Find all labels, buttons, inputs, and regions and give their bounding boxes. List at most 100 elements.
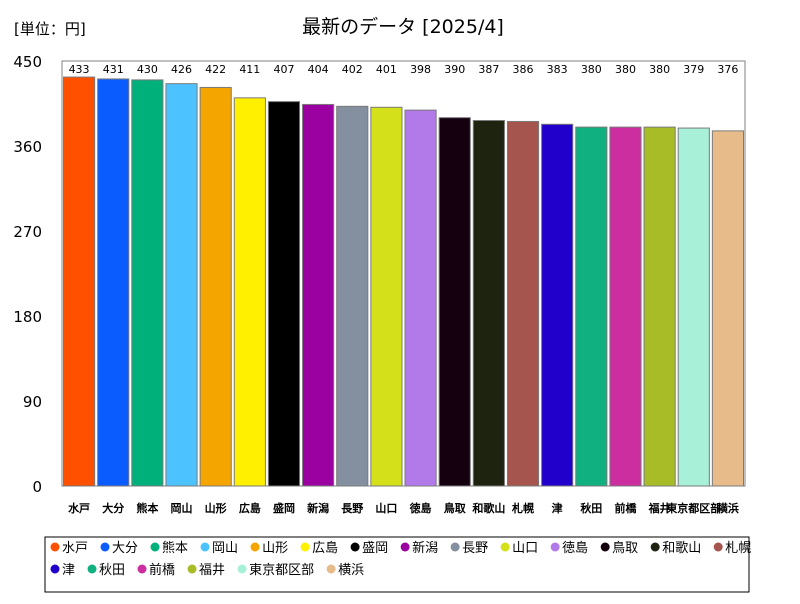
x-tick-label: 秋田 [580,501,602,515]
bar-value-label: 430 [137,63,158,76]
legend-box [44,536,750,593]
x-tick-label: 熊本 [136,501,158,515]
legend-item: 岡山 [200,541,238,556]
bar-value-label: 411 [239,63,260,76]
legend-swatch [450,542,460,552]
legend-item: 熊本 [150,540,188,556]
x-tick-label: 徳島 [409,501,432,515]
legend-label: 長野 [462,541,488,556]
legend-item: 広島 [300,541,338,556]
bar [541,123,574,487]
x-tick-label: 横浜 [717,501,739,515]
bar-value-label: 431 [103,63,124,76]
legend-swatch [87,564,97,574]
x-tick-label: 鳥取 [444,501,466,515]
bar-value-label: 422 [205,63,226,76]
legend-label: 秋田 [99,563,125,578]
legend-swatch [237,564,247,574]
legend-swatch [350,542,360,552]
legend-swatch [50,564,60,574]
bar-value-label: 379 [683,63,704,76]
x-tick-label: 盛岡 [273,501,295,515]
bar [575,126,608,487]
y-tick-label: 90 [23,393,42,411]
legend-item: 横浜 [326,563,364,578]
legend-item: 鳥取 [600,541,638,556]
legend-label: 札幌 [725,540,751,556]
x-tick-label: 新潟 [307,501,329,515]
x-tick-label: 長野 [341,502,363,515]
legend-swatch [150,542,160,552]
bar-value-label: 390 [444,63,465,76]
x-tick-label: 和歌山 [472,501,505,515]
legend-swatch [187,564,197,574]
legend-item: 徳島 [550,541,588,556]
y-axis: 0 90 180 270 360 450 [13,53,42,496]
legend-swatch [300,542,310,552]
legend-label: 水戸 [62,541,88,556]
bar [609,126,642,487]
y-tick-label: 180 [13,308,42,326]
legend-item: 和歌山 [650,541,701,556]
bar-value-label: 380 [581,63,602,76]
legend: 水戸 大分 熊本 岡山 山形 広島 盛岡 新潟 長野 山口 徳島 鳥取 和歌山 札幌津 秋田 前橋 福井 東京都区… [50,540,751,578]
bar [63,76,96,487]
x-tick-label: 山口 [375,501,397,515]
legend-item: 秋田 [87,563,125,578]
legend-swatch [550,542,560,552]
legend-item: 山口 [500,541,538,556]
legend-label: 山口 [512,541,538,556]
x-axis-labels: 水戸 大分 熊本 岡山 山形 広島 盛岡 新潟 長野 山口 徳島 鳥取 和歌山 札幌 津 秋田 前橋 福井東京都区… [68,501,739,515]
legend-item: 長野 [450,541,488,556]
x-tick-label: 津 [552,501,563,515]
x-tick-label: 山形 [205,501,227,515]
legend-item: 前橋 [137,562,175,578]
plot-frame [61,60,746,487]
legend-label: 新潟 [412,540,438,556]
legend-item: 津 [50,563,75,578]
bar [165,83,198,487]
legend-label: 岡山 [212,541,238,556]
bar [302,103,335,487]
bar [97,78,130,487]
legend-swatch [650,542,660,552]
x-tick-label: 水戸 [68,501,90,515]
bar [267,101,301,487]
bar-value-label: 402 [342,63,363,76]
bar [677,127,710,487]
bar-value-label: 376 [717,63,738,76]
y-tick-label: 450 [13,53,42,71]
legend-swatch [100,542,110,552]
legend-item: 山形 [250,541,288,556]
legend-swatch [137,564,147,574]
legend-item: 水戸 [50,541,88,556]
legend-label: 徳島 [562,541,588,556]
bar-value-label: 380 [615,63,636,76]
x-tick-label: 前橋 [614,501,637,515]
unit-label: [単位：円] [14,20,86,38]
legend-swatch [500,542,510,552]
legend-swatch [400,542,410,552]
legend-item: 札幌 [713,540,751,556]
bars: 433 431 430 426 422 411 407 404 402 401 398 390 387 3… [63,63,744,487]
x-tick-label: 広島 [239,501,261,515]
y-tick-label: 0 [32,478,42,496]
chart-title: 最新のデータ [2025/4] [302,16,504,38]
bar-value-label: 401 [376,63,397,76]
bar-value-label: 387 [478,63,499,76]
legend-swatch [600,542,610,552]
y-tick-label: 360 [13,138,42,156]
bar [199,86,232,487]
legend-item: 大分 [100,541,138,556]
bar [233,97,266,487]
bar-value-label: 380 [649,63,670,76]
bar [370,106,403,487]
legend-swatch [50,542,60,552]
bar [643,126,676,487]
legend-label: 山形 [262,541,288,556]
bar-value-label: 407 [273,63,294,76]
bar-value-label: 383 [547,63,568,76]
legend-label: 津 [62,563,75,578]
